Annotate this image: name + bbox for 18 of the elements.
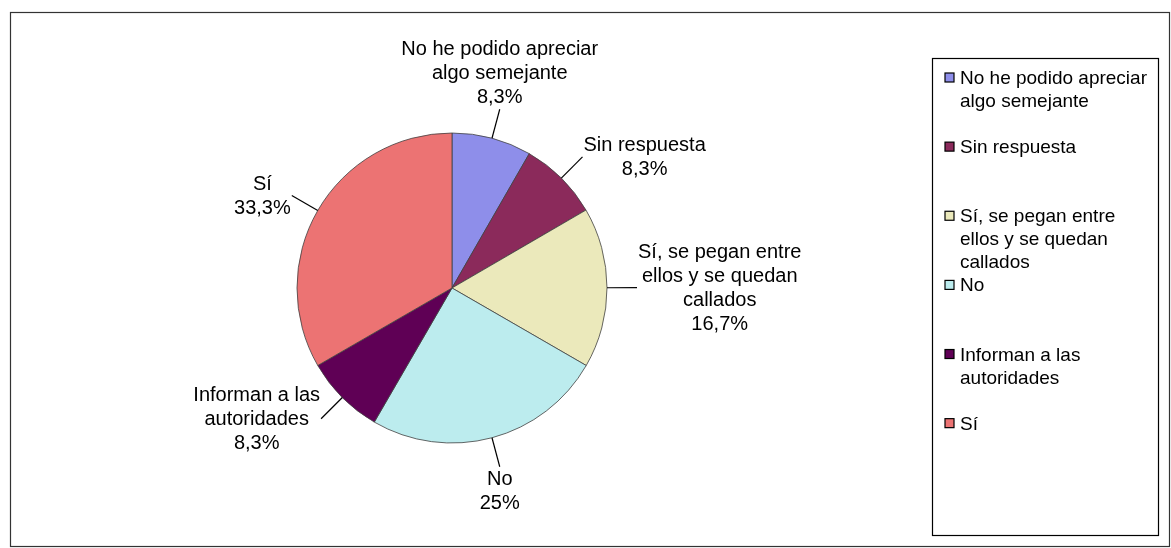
data-label: 8,3% [621, 156, 668, 179]
legend-label: Sí, se pegan entre ellos y se quedan callados [960, 205, 1116, 273]
data-label: 25% [479, 490, 520, 513]
data-label: 33,3% [234, 195, 291, 218]
data-label: 16,7% [691, 311, 749, 334]
legend-label: Sin respuesta [960, 136, 1077, 158]
legend-label: Sí [960, 412, 979, 434]
slice-label: Sí [252, 171, 273, 194]
slice-label: No [486, 466, 513, 489]
slice-label: Sin respuesta [583, 132, 707, 155]
slice-label: Informan a las autoridades [193, 382, 321, 429]
legend-label: Informan a las autoridades [960, 343, 1081, 388]
legend-label: No [960, 274, 985, 296]
slice-label: No he podido apreciar algo semejante [401, 37, 599, 84]
slice-label: Sí, se pegan entre ellos y se quedan callados [638, 239, 802, 310]
data-label: 8,3% [476, 85, 523, 108]
legend-label: No he podido apreciar algo semejante [960, 67, 1148, 111]
data-label: 8,3% [233, 430, 280, 453]
